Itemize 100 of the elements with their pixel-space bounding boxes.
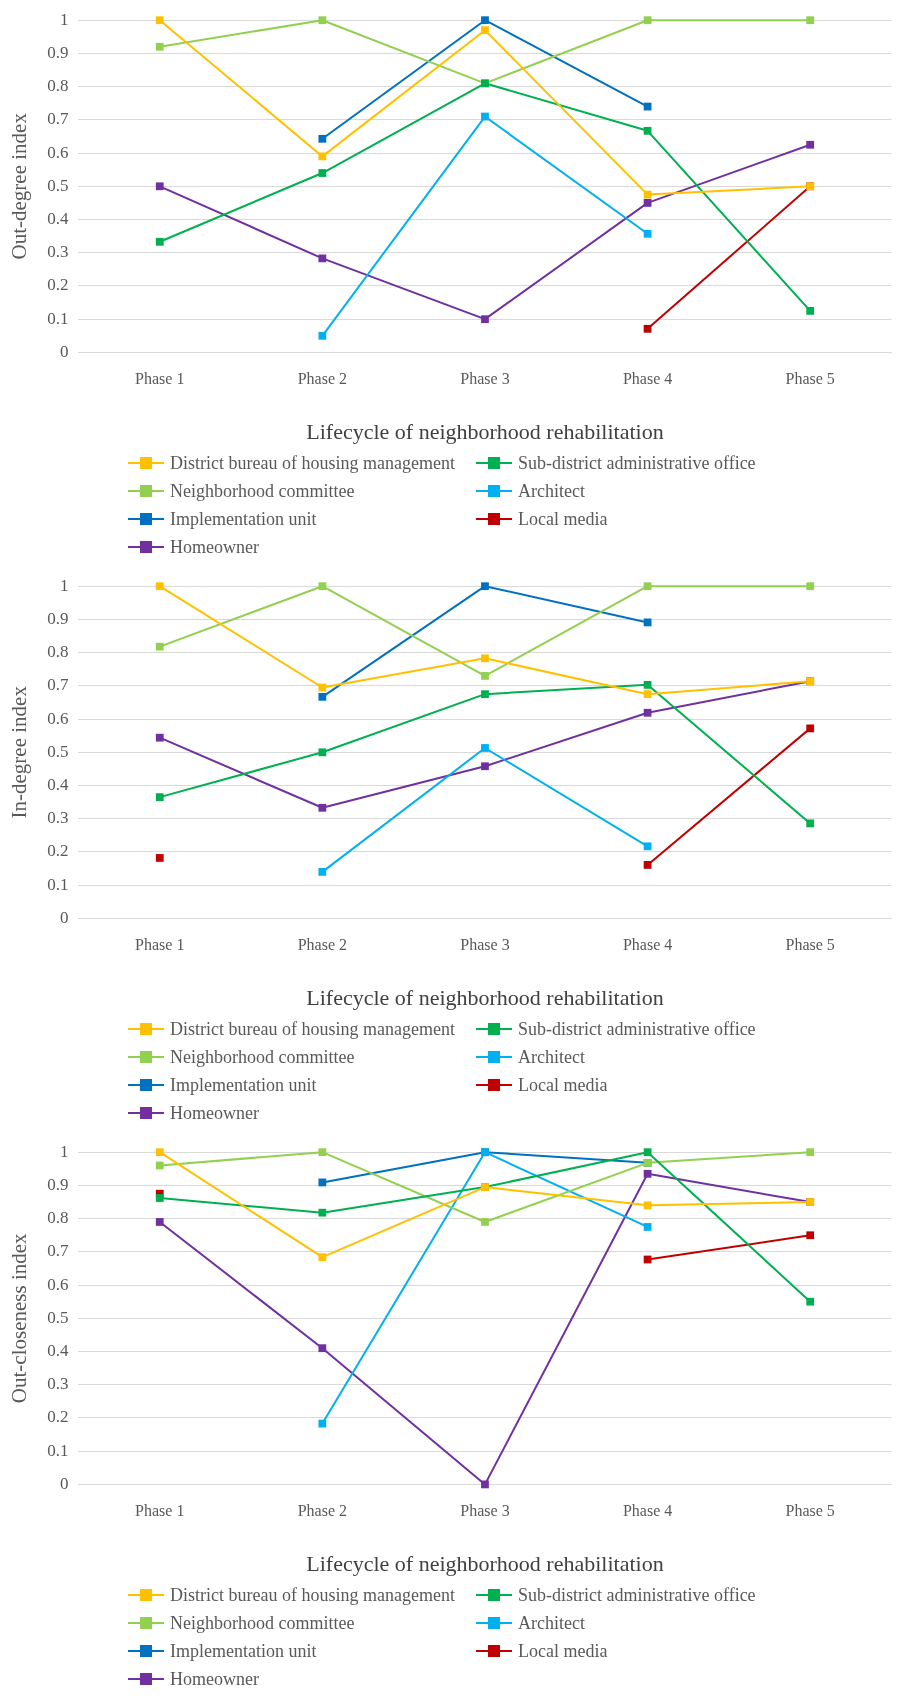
point [643,1148,652,1157]
point [806,1297,815,1306]
point [318,1419,327,1428]
point [155,642,164,651]
y-axis-title: In-degree index [7,685,32,819]
point [643,16,652,25]
point [481,1218,489,1226]
x-tick-label: Phase 3 [460,1502,510,1520]
point [318,152,327,161]
point [643,229,652,238]
legend-label: Local media [518,1640,608,1662]
y-tick-label: 0.3 [47,1374,69,1394]
y-tick-label: 0.6 [47,708,69,728]
y-tick-label: 0.8 [47,642,69,662]
legend-label: Neighborhood committee [170,480,355,502]
point [643,842,652,851]
x-tick-label: Phase 1 [135,370,185,388]
point [318,1178,327,1187]
legend-label: Implementation unit [170,1640,317,1662]
y-tick-label: 0.9 [47,42,69,62]
y-tick-label: 0.7 [47,675,69,695]
legend-label: Architect [518,1046,585,1068]
y-tick-label: 0.6 [47,142,69,162]
y-tick-label: 0.4 [47,1340,69,1360]
point [481,16,489,25]
point [481,26,489,35]
x-tick-label: Phase 3 [460,370,510,388]
point [481,112,489,121]
y-tick-label: 0.2 [47,841,69,861]
x-tick-label: Phase 4 [622,936,673,954]
legend-label: Neighborhood committee [170,1612,355,1634]
x-axis-title: Lifecycle of neighborhood rehabilitation [306,984,664,1010]
x-tick-label: Phase 2 [297,1502,348,1520]
y-tick-label: 1 [59,1141,69,1161]
legend-label: Sub-district administrative office [518,1584,756,1606]
point [318,692,327,701]
y-axis-title: Out-closeness index [7,1232,32,1404]
y-tick-label: 0.9 [47,1174,69,1194]
legend-label: Local media [518,508,608,530]
x-axis-title: Lifecycle of neighborhood rehabilitation [306,1550,664,1576]
x-tick-label: Phase 2 [297,936,348,954]
point [806,140,815,149]
point [643,199,652,207]
point [643,680,652,689]
legend-label: Architect [518,1612,585,1634]
legend-label: Sub-district administrative office [518,1018,756,1040]
point [155,42,164,51]
point [155,182,164,191]
point [643,1223,652,1231]
point [643,126,652,135]
y-tick-label: 0 [59,907,69,927]
y-tick-label: 0.1 [47,874,69,894]
y-tick-label: 0.1 [47,1440,69,1460]
point [318,582,327,591]
point [318,1208,327,1217]
y-axis-title: Out-degree index [7,112,32,260]
y-tick-label: 1 [59,575,69,595]
point [318,1253,327,1262]
point [318,748,327,757]
y-tick-label: 0.4 [47,774,69,794]
y-tick-label: 0.8 [47,76,69,96]
point [643,582,652,591]
point [155,1194,164,1202]
point [318,1148,327,1157]
point [481,762,489,771]
point [155,1161,164,1170]
point [806,16,815,25]
point [806,819,815,828]
y-tick-label: 0.7 [47,109,69,129]
point [643,324,652,333]
point [643,861,652,869]
x-tick-label: Phase 5 [785,370,835,388]
point [155,16,164,25]
point [481,654,489,663]
legend-label: Sub-district administrative office [518,452,756,474]
point [318,803,327,812]
y-tick-label: 0.5 [47,741,69,761]
point [318,868,327,876]
legend-label: Homeowner [170,1102,259,1124]
point [318,1344,327,1353]
point [806,306,815,315]
point [643,690,652,699]
legend-label: Implementation unit [170,1074,317,1096]
y-tick-label: 0.9 [47,608,69,628]
point [481,690,489,699]
x-tick-label: Phase 4 [622,370,673,388]
y-tick-label: 0.2 [47,275,69,295]
x-tick-label: Phase 1 [135,1502,185,1520]
y-tick-label: 0.8 [47,1208,69,1228]
point [155,1148,164,1157]
legend-label: District bureau of housing management [170,452,455,474]
y-tick-label: 0 [59,341,69,361]
point [318,683,327,692]
point [318,169,327,177]
point [155,793,164,802]
x-axis-title: Lifecycle of neighborhood rehabilitation [306,418,664,444]
point [481,582,489,591]
y-tick-label: 0.5 [47,175,69,195]
point [155,1218,164,1226]
point [481,1480,489,1489]
